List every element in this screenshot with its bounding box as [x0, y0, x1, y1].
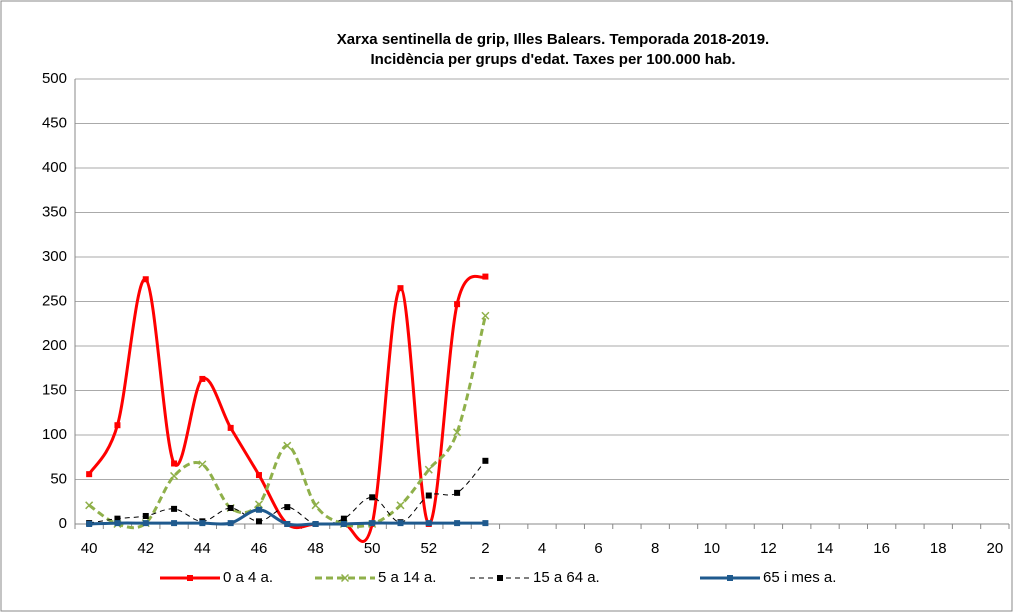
x-tick-label: 16 [873, 540, 890, 557]
data-point [369, 494, 376, 501]
chart-title: Xarxa sentinella de grip, Illes Balears.… [337, 31, 769, 48]
data-point [255, 518, 262, 525]
x-tick-label: 10 [703, 540, 720, 557]
data-point [255, 472, 262, 479]
legend-marker [340, 573, 350, 583]
x-tick-label: 12 [760, 540, 777, 557]
chart-subtitle: Incidència per grups d'edat. Taxes per 1… [370, 51, 735, 68]
data-point [142, 276, 149, 283]
data-point [454, 489, 461, 496]
data-point [199, 375, 206, 382]
data-point [227, 504, 234, 511]
data-point [340, 515, 347, 522]
data-point [397, 285, 404, 292]
legend-label: 0 a 4 a. [223, 569, 273, 586]
x-tick-label: 52 [420, 540, 437, 557]
y-tick-label: 450 [42, 114, 67, 131]
data-point [284, 504, 291, 511]
y-tick-label: 400 [42, 159, 67, 176]
x-tick-label: 42 [137, 540, 154, 557]
data-point [312, 521, 319, 527]
y-tick-label: 250 [42, 292, 67, 309]
data-point [142, 520, 149, 527]
legend-marker [727, 575, 733, 581]
y-tick-label: 0 [59, 515, 67, 532]
data-point [85, 501, 94, 510]
x-tick-label: 18 [930, 540, 947, 557]
x-tick-label: 6 [594, 540, 602, 557]
x-tick-label: 50 [364, 540, 381, 557]
legend-marker [187, 575, 193, 581]
x-tick-label: 48 [307, 540, 324, 557]
data-point [340, 521, 347, 527]
x-tick-label: 40 [81, 540, 98, 557]
y-tick-label: 500 [42, 70, 67, 87]
y-tick-label: 150 [42, 381, 67, 398]
data-point [482, 520, 489, 527]
data-point [114, 422, 121, 429]
data-point [454, 520, 461, 527]
data-point [171, 460, 178, 467]
y-tick-label: 100 [42, 426, 67, 443]
legend-label: 5 a 14 a. [378, 569, 436, 586]
legend-label: 15 a 64 a. [533, 569, 600, 586]
data-point [311, 501, 320, 510]
x-tick-label: 44 [194, 540, 211, 557]
data-point [170, 471, 179, 480]
data-point [283, 441, 292, 450]
x-tick-label: 8 [651, 540, 659, 557]
data-point [369, 520, 376, 527]
data-point [86, 471, 93, 478]
data-point [114, 515, 121, 522]
data-point [454, 301, 461, 308]
y-tick-label: 50 [50, 470, 67, 487]
y-tick-label: 300 [42, 248, 67, 265]
data-point [397, 520, 404, 527]
x-tick-label: 4 [538, 540, 546, 557]
data-point [199, 520, 206, 527]
data-point [425, 520, 432, 527]
data-point [424, 465, 433, 474]
data-point [453, 428, 462, 437]
data-point [227, 424, 234, 431]
x-tick-label: 46 [251, 540, 268, 557]
data-point [198, 460, 207, 469]
legend-label: 65 i mes a. [763, 569, 836, 586]
data-point [284, 521, 291, 527]
data-point [255, 506, 262, 513]
data-point [396, 501, 405, 510]
x-tick-label: 20 [987, 540, 1004, 557]
data-point [142, 512, 149, 519]
data-point [482, 273, 489, 280]
legend-marker [497, 575, 503, 581]
data-point [86, 521, 93, 527]
y-tick-label: 200 [42, 337, 67, 354]
data-point [425, 492, 432, 499]
data-point [171, 505, 178, 512]
data-point [482, 457, 489, 464]
data-point [171, 520, 178, 527]
x-tick-label: 14 [817, 540, 834, 557]
y-tick-label: 350 [42, 203, 67, 220]
data-point [254, 500, 264, 509]
data-point [114, 520, 121, 527]
data-point [481, 311, 490, 320]
series-line [89, 460, 486, 526]
data-point [227, 520, 234, 527]
x-tick-label: 2 [481, 540, 489, 557]
